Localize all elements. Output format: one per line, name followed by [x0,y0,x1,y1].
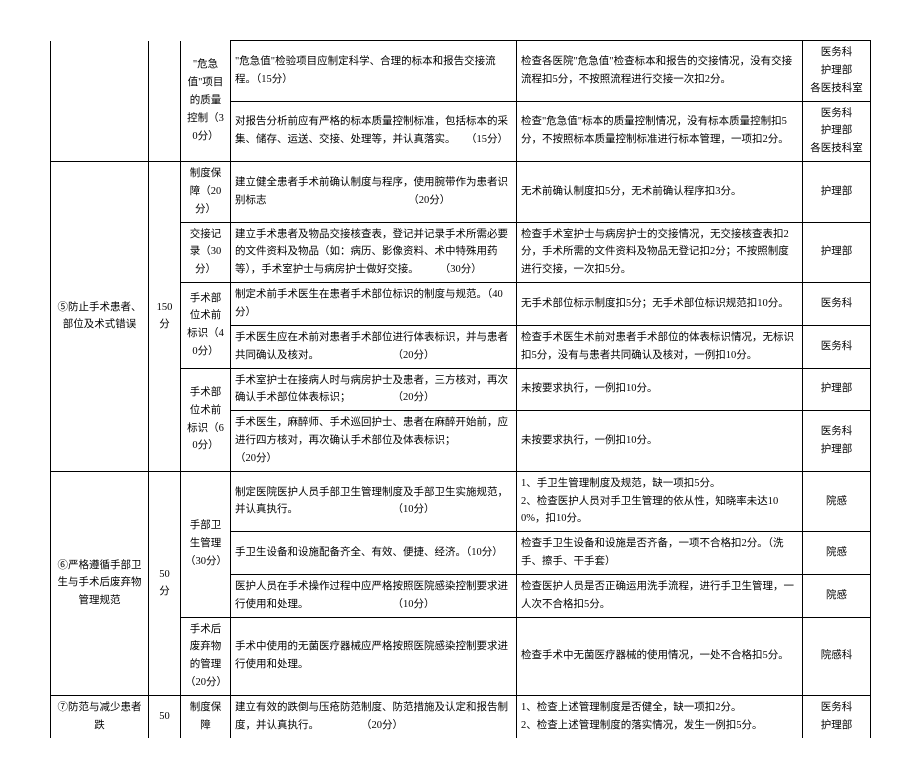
scoring-cell: 检查"危急值"标本的质量控制情况，没有标本质量控制扣5分，不按照标本质量控制标准… [517,101,803,162]
scoring-cell: 未按要求执行，一例扣10分。 [517,368,803,411]
criteria-cell: "危急值"检验项目应制定科学、合理的标本和报告交接流程。（15分） [231,41,517,102]
scoring-cell: 检查手卫生设备和设施是否齐备，一项不合格扣2分。（洗手、擦手、干手套） [517,532,803,575]
score-cell: 150分 [149,162,181,472]
dept-cell: 医务科护理部各医技科室 [803,41,871,102]
criteria-cell: 手术中使用的无菌医疗器械应严格按照医院感染控制要求进行使用和处理。 [231,617,517,695]
score-cell: 50 [149,696,181,738]
category-cell: ⑥严格遵循手部卫生与手术后废弃物管理规范 [51,471,149,695]
criteria-cell: 手卫生设备和设施配备齐全、有效、便捷、经济。（10分） [231,532,517,575]
dept-cell: 院感科 [803,617,871,695]
table-row: ⑤防止手术患者、部位及术式错误150分制度保障（20分）建立健全患者手术前确认制… [51,162,871,223]
category-cell: ⑦防范与减少患者跌 [51,696,149,738]
scoring-cell: 检查医护人员是否正确运用洗手流程，进行手卫生管理，一人次不合格扣5分。 [517,574,803,617]
table-row: ⑦防范与减少患者跌50制度保障建立有效的跌倒与压疮防范制度、防范措施及认定和报告… [51,696,871,738]
scoring-cell: 无手术部位标示制度扣5分；无手术部位标识规范扣10分。 [517,283,803,326]
dept-cell: 医务科 [803,283,871,326]
scoring-cell: 1、检查上述管理制度是否健全，缺一项扣2分。2、检查上述管理制度的落实情况，发生… [517,696,803,738]
scoring-cell: 未按要求执行，一例扣10分。 [517,411,803,472]
subcategory-cell: 手术后废弃物的管理（20分） [181,617,231,695]
scoring-cell: 检查手术中无菌医疗器械的使用情况，一处不合格扣5分。 [517,617,803,695]
evaluation-table: "危急值"项目的质量控制（30分）"危急值"检验项目应制定科学、合理的标本和报告… [50,40,871,738]
criteria-cell: 建立手术患者及物品交接核查表，登记并记录手术所需必要的文件资料及物品（如：病历、… [231,222,517,283]
criteria-cell: 建立有效的跌倒与压疮防范制度、防范措施及认定和报告制度，并认真执行。 （20分） [231,696,517,738]
subcategory-cell: 制度保障（20分） [181,162,231,223]
criteria-cell: 手术室护士在接病人时与病房护士及患者，三方核对，再次确认手术部位体表标识； （2… [231,368,517,411]
table-row: ⑥严格遵循手部卫生与手术后废弃物管理规范50分手部卫生管理（30分）制定医院医护… [51,471,871,532]
criteria-cell: 制定医院医护人员手部卫生管理制度及手部卫生实施规范，并认真执行。 （10分） [231,471,517,532]
scoring-cell: 检查各医院"危急值"检查标本和报告的交接情况，没有交接流程扣5分，不按照流程进行… [517,41,803,102]
score-cell [149,41,181,162]
criteria-cell: 制定术前手术医生在患者手术部位标识的制度与规范。（40分） [231,283,517,326]
scoring-cell: 检查手术医生术前对患者手术部位的体表标识情况，无标识扣5分，没有与患者共同确认及… [517,325,803,368]
criteria-cell: 对报告分析前应有严格的标本质量控制标准，包括标本的采集、储存、运送、交接、处理等… [231,101,517,162]
score-cell: 50分 [149,471,181,695]
subcategory-cell: 制度保障 [181,696,231,738]
dept-cell: 护理部 [803,368,871,411]
subcategory-cell: "危急值"项目的质量控制（30分） [181,41,231,162]
dept-cell: 医务科护理部 [803,696,871,738]
dept-cell: 院感 [803,574,871,617]
dept-cell: 院感 [803,471,871,532]
criteria-cell: 建立健全患者手术前确认制度与程序，使用腕带作为患者识别标志 （20分） [231,162,517,223]
subcategory-cell: 交接记录（30分） [181,222,231,283]
scoring-cell: 1、手卫生管理制度及规范，缺一项扣5分。2、检查医护人员对手卫生管理的依从性，知… [517,471,803,532]
subcategory-cell: 手术部位术前标识（60分） [181,368,231,471]
dept-cell: 医务科 [803,325,871,368]
subcategory-cell: 手部卫生管理（30分） [181,471,231,617]
table-row: "危急值"项目的质量控制（30分）"危急值"检验项目应制定科学、合理的标本和报告… [51,41,871,102]
criteria-cell: 手术医生，麻醉师、手术巡回护士、患者在麻醉开始前，应进行四方核对，再次确认手术部… [231,411,517,472]
criteria-cell: 医护人员在手术操作过程中应严格按照医院感染控制要求进行使用和处理。 （10分） [231,574,517,617]
dept-cell: 护理部 [803,162,871,223]
subcategory-cell: 手术部位术前标识（40分） [181,283,231,368]
dept-cell: 院感 [803,532,871,575]
scoring-cell: 无术前确认制度扣5分，无术前确认程序扣3分。 [517,162,803,223]
dept-cell: 护理部 [803,222,871,283]
criteria-cell: 手术医生应在术前对患者手术部位进行体表标识，并与患者共同确认及核对。 （20分） [231,325,517,368]
category-cell: ⑤防止手术患者、部位及术式错误 [51,162,149,472]
category-cell [51,41,149,162]
scoring-cell: 检查手术室护士与病房护士的交接情况，无交接核查表扣2分，手术所需的文件资料及物品… [517,222,803,283]
dept-cell: 医务科护理部 [803,411,871,472]
dept-cell: 医务科护理部各医技科室 [803,101,871,162]
